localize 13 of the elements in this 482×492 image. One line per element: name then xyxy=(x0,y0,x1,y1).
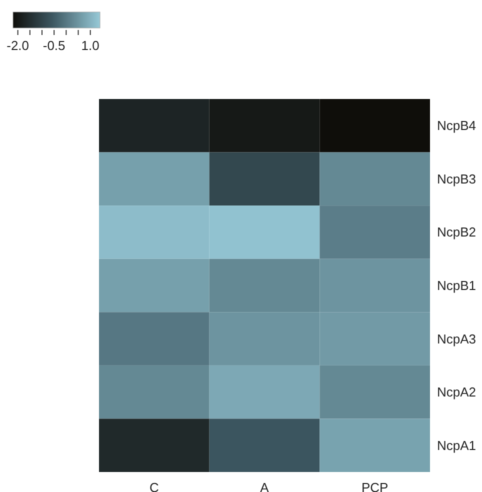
x-tick-label: A xyxy=(260,480,270,492)
color-bar-label: -0.5 xyxy=(42,38,66,53)
color-bar-label: 1.0 xyxy=(81,38,100,53)
color-bar-label: -2.0 xyxy=(6,38,30,53)
y-tick-label: NcpA1 xyxy=(437,438,476,453)
y-tick-label: NcpB3 xyxy=(437,171,476,186)
y-tick-label: NcpA3 xyxy=(437,331,476,346)
y-tick-label: NcpB1 xyxy=(437,278,476,293)
y-tick-label: NcpB4 xyxy=(437,118,476,134)
y-tick-label: NcpB2 xyxy=(437,224,476,240)
x-tick-label: C xyxy=(149,480,159,492)
x-tick-label: PCP xyxy=(361,480,388,492)
y-tick-label: NcpA2 xyxy=(437,384,476,400)
